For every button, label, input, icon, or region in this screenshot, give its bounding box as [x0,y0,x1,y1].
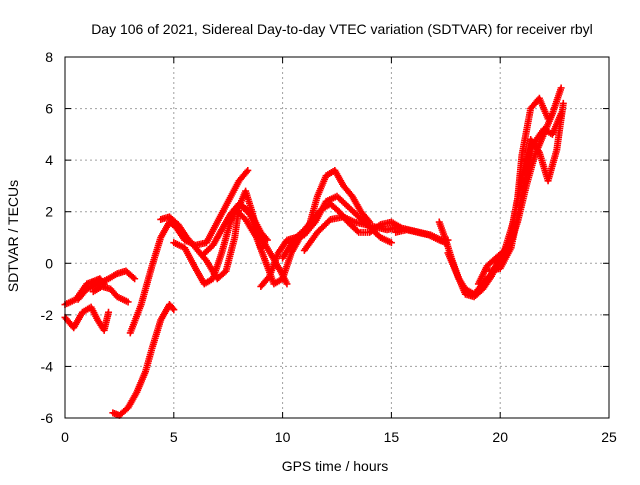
x-tick-label: 25 [601,429,617,445]
x-tick-label: 0 [61,429,69,445]
y-axis-label: SDTVAR / TECUs [5,180,21,292]
series-arc-4 [89,282,132,306]
data-point [544,115,552,123]
y-tick-label: 6 [45,101,53,117]
y-tick-label: -6 [41,410,54,426]
data-point [387,239,395,247]
data-point [131,275,139,283]
series-arc-5 [109,301,178,419]
y-tick-label: -2 [41,307,54,323]
series-arc-2 [61,303,113,334]
x-tick-label: 20 [492,429,508,445]
y-tick-label: 4 [45,152,53,168]
data-point [559,99,567,107]
y-tick-label: 2 [45,204,53,220]
data-point [169,304,177,312]
data-point [243,168,251,176]
y-tick-label: -4 [41,358,54,374]
axis-ticks: 0 5 10 15 20 25 -6 -4 -2 0 2 4 6 8 [41,49,617,445]
data-point [557,84,565,92]
y-tick-label: 8 [45,49,53,65]
data-point [105,308,113,316]
series-arc-6 [126,166,252,337]
series-arc-3 [74,267,139,303]
data-point [283,280,291,288]
x-tick-label: 10 [275,429,291,445]
data-point [557,110,565,118]
data-point [124,298,132,306]
chart-title: Day 106 of 2021, Sidereal Day-to-day VTE… [91,21,593,37]
x-tick-label: 5 [170,429,178,445]
data-point [244,166,252,174]
y-tick-label: 0 [45,255,53,271]
data-point [170,306,178,314]
series-arc-18 [485,110,565,275]
plot-frame [64,56,610,419]
x-tick-label: 15 [384,429,400,445]
data-point [129,273,137,281]
x-axis-label: GPS time / hours [282,458,389,474]
data-series [61,84,567,419]
